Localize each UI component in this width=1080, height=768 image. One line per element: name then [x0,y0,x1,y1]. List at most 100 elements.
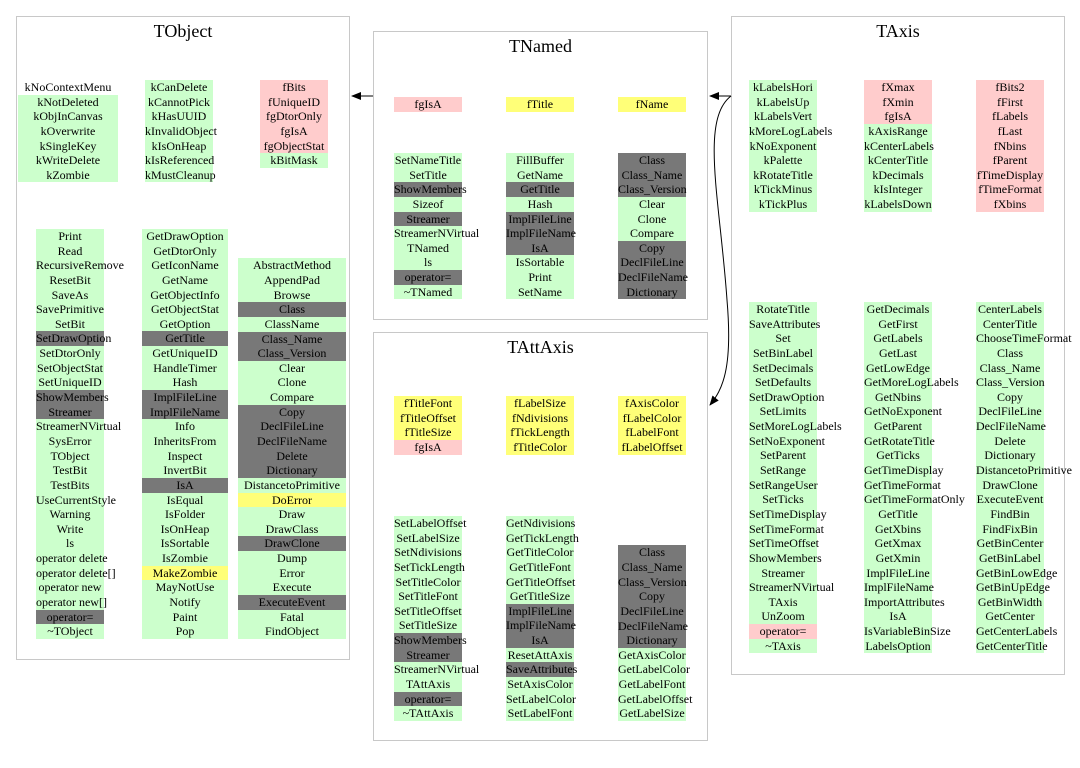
member-cell: Info [142,419,228,434]
member-cell: DrawClone [238,536,346,552]
member-cell: GetTimeDisplay [864,463,944,478]
member-cell: operator delete[] [36,565,116,581]
tnamed-group-0-column-1: fTitle [506,97,574,112]
member-cell: ResetAttAxis [506,647,574,663]
member-cell: GetCenterLabels [976,624,1058,639]
member-cell: SetTitle [394,167,462,183]
member-cell: ~TNamed [394,284,462,300]
class-title-tnamed: TNamed [509,36,572,56]
member-cell: FindBin [976,506,1044,522]
member-cell: Execute [238,580,346,596]
class-title-tobject: TObject [153,21,213,41]
member-cell: Pop [142,624,228,639]
member-cell: Class_Version [618,574,687,590]
member-cell: Class_Name [976,360,1044,376]
member-cell: SetMoreLogLabels [749,419,842,434]
member-cell: DeclFileLine [618,255,686,271]
member-cell: fXmin [864,94,932,110]
member-cell: Warning [36,507,104,522]
member-cell: Class_Version [238,346,346,361]
member-cell: kPalette [749,153,817,168]
member-cell: Dictionary [618,284,686,300]
member-cell: fParent [976,153,1044,168]
taxis-group-0-column-2: fBits2 fFirst fLabels fLast fNbins fParent fTi… [976,80,1044,212]
member-cell: kRotateTitle [749,167,817,183]
member-cell: Dictionary [238,463,346,478]
member-cell: kBitMask [260,153,328,168]
member-cell: fTickLength [506,425,574,440]
member-cell: FillBuffer [506,153,574,168]
member-cell: GetDtorOnly [142,243,228,259]
member-cell: kMoreLogLabels [749,123,833,139]
tattaxis-group-1-column-2: Class Class_Name Class_Version Copy DeclFile… [618,545,693,721]
member-cell: kCenterTitle [864,153,932,168]
tobject-group-0-column-0: kNoContextMenu kNotDeleted kObjInCanvas kOv… [18,80,118,183]
member-cell: TestBits [36,477,104,493]
member-cell: LabelsOption [864,638,932,654]
member-cell: kMustCleanup [145,167,216,183]
member-cell: fgDtorOnly [260,109,328,124]
member-cell: Compare [238,390,346,405]
member-cell: Read [36,243,104,259]
member-cell: SetDefaults [749,375,817,390]
member-cell: Hash [506,196,574,212]
member-cell: fTitleSize [394,425,462,440]
member-cell: Paint [142,609,228,625]
member-cell: GetBinCenter [976,536,1044,551]
member-cell: fgIsA [260,123,328,139]
tattaxis-group-0-column-2: fAxisColor fLabelColor fLabelFont fLabelOff… [618,396,686,455]
member-cell: IsOnHeap [142,521,228,537]
member-cell: GetTitleColor [506,545,574,560]
tobject-group-0-column-1: kCanDelete kCannotPick kHasUUID kInvalidObj… [145,80,217,183]
taxis-group-1-column-1: GetDecimals GetFirst GetLabels GetLast GetLo… [864,302,965,654]
member-cell: fgIsA [394,439,462,455]
member-cell: kLabelsUp [749,94,817,110]
member-cell: fLabels [976,109,1044,124]
member-cell: GetTitle [142,331,228,347]
member-cell: kTickMinus [749,182,817,198]
tattaxis-group-1-column-1: GetNdivisions GetTickLength GetTitleColor G… [506,516,579,721]
member-cell: Streamer [394,647,462,663]
member-cell: GetXmin [864,550,932,566]
member-cell: operator= [749,624,817,639]
member-cell: GetIconName [142,258,228,273]
member-cell: SetTitleColor [394,574,462,590]
member-cell: Class_Version [976,375,1045,390]
member-cell: GetXmax [864,536,932,551]
member-cell: kOverwrite [18,123,118,139]
member-cell: GetLabelOffset [618,691,693,707]
class-title-taxis: TAxis [876,21,920,41]
member-cell: Write [36,521,104,537]
member-cell: GetTitleSize [506,589,574,604]
member-cell: Class_Version [618,182,687,197]
member-cell: ls [394,255,462,271]
member-cell: Dump [238,551,346,566]
member-cell: Class [618,545,686,560]
member-cell: fgIsA [864,109,932,124]
tobject-group-0-column-2: fBits fUniqueID fgDtorOnly fgIsA fgObjectSta… [260,80,328,168]
member-cell: operator new [36,580,104,596]
member-cell: operator new[] [36,595,107,610]
member-cell: StreamerNVirtual [36,419,122,434]
member-cell: Copy [238,404,346,420]
member-cell: GetCenter [976,609,1044,625]
tnamed-group-1-column-0: SetNameTitle SetTitle ShowMembers Sizeof Str… [394,153,479,300]
tnamed-group-0-column-2: fName [618,97,686,112]
member-cell: Copy [618,589,686,604]
tobject-group-1-column-1: GetDrawOption GetDtorOnly GetIconName GetNa… [142,229,228,639]
member-cell: SetDecimals [749,360,817,376]
member-cell: fUniqueID [260,94,328,110]
member-cell: SetLabelFont [506,706,574,721]
class-title-tattaxis: TAttAxis [507,337,574,357]
member-cell: IsZombie [142,551,228,566]
member-cell: fLabelOffset [618,439,686,455]
member-cell: SetTitleOffset [394,603,462,619]
member-cell: DeclFileLine [618,603,686,619]
arrow-taxis-to-tattaxis [709,95,732,406]
member-cell: fLast [976,123,1044,139]
member-cell: Sizeof [394,196,462,212]
member-cell: GetTicks [864,448,932,464]
member-cell: Streamer [394,211,462,227]
member-cell: Inspect [142,448,228,464]
